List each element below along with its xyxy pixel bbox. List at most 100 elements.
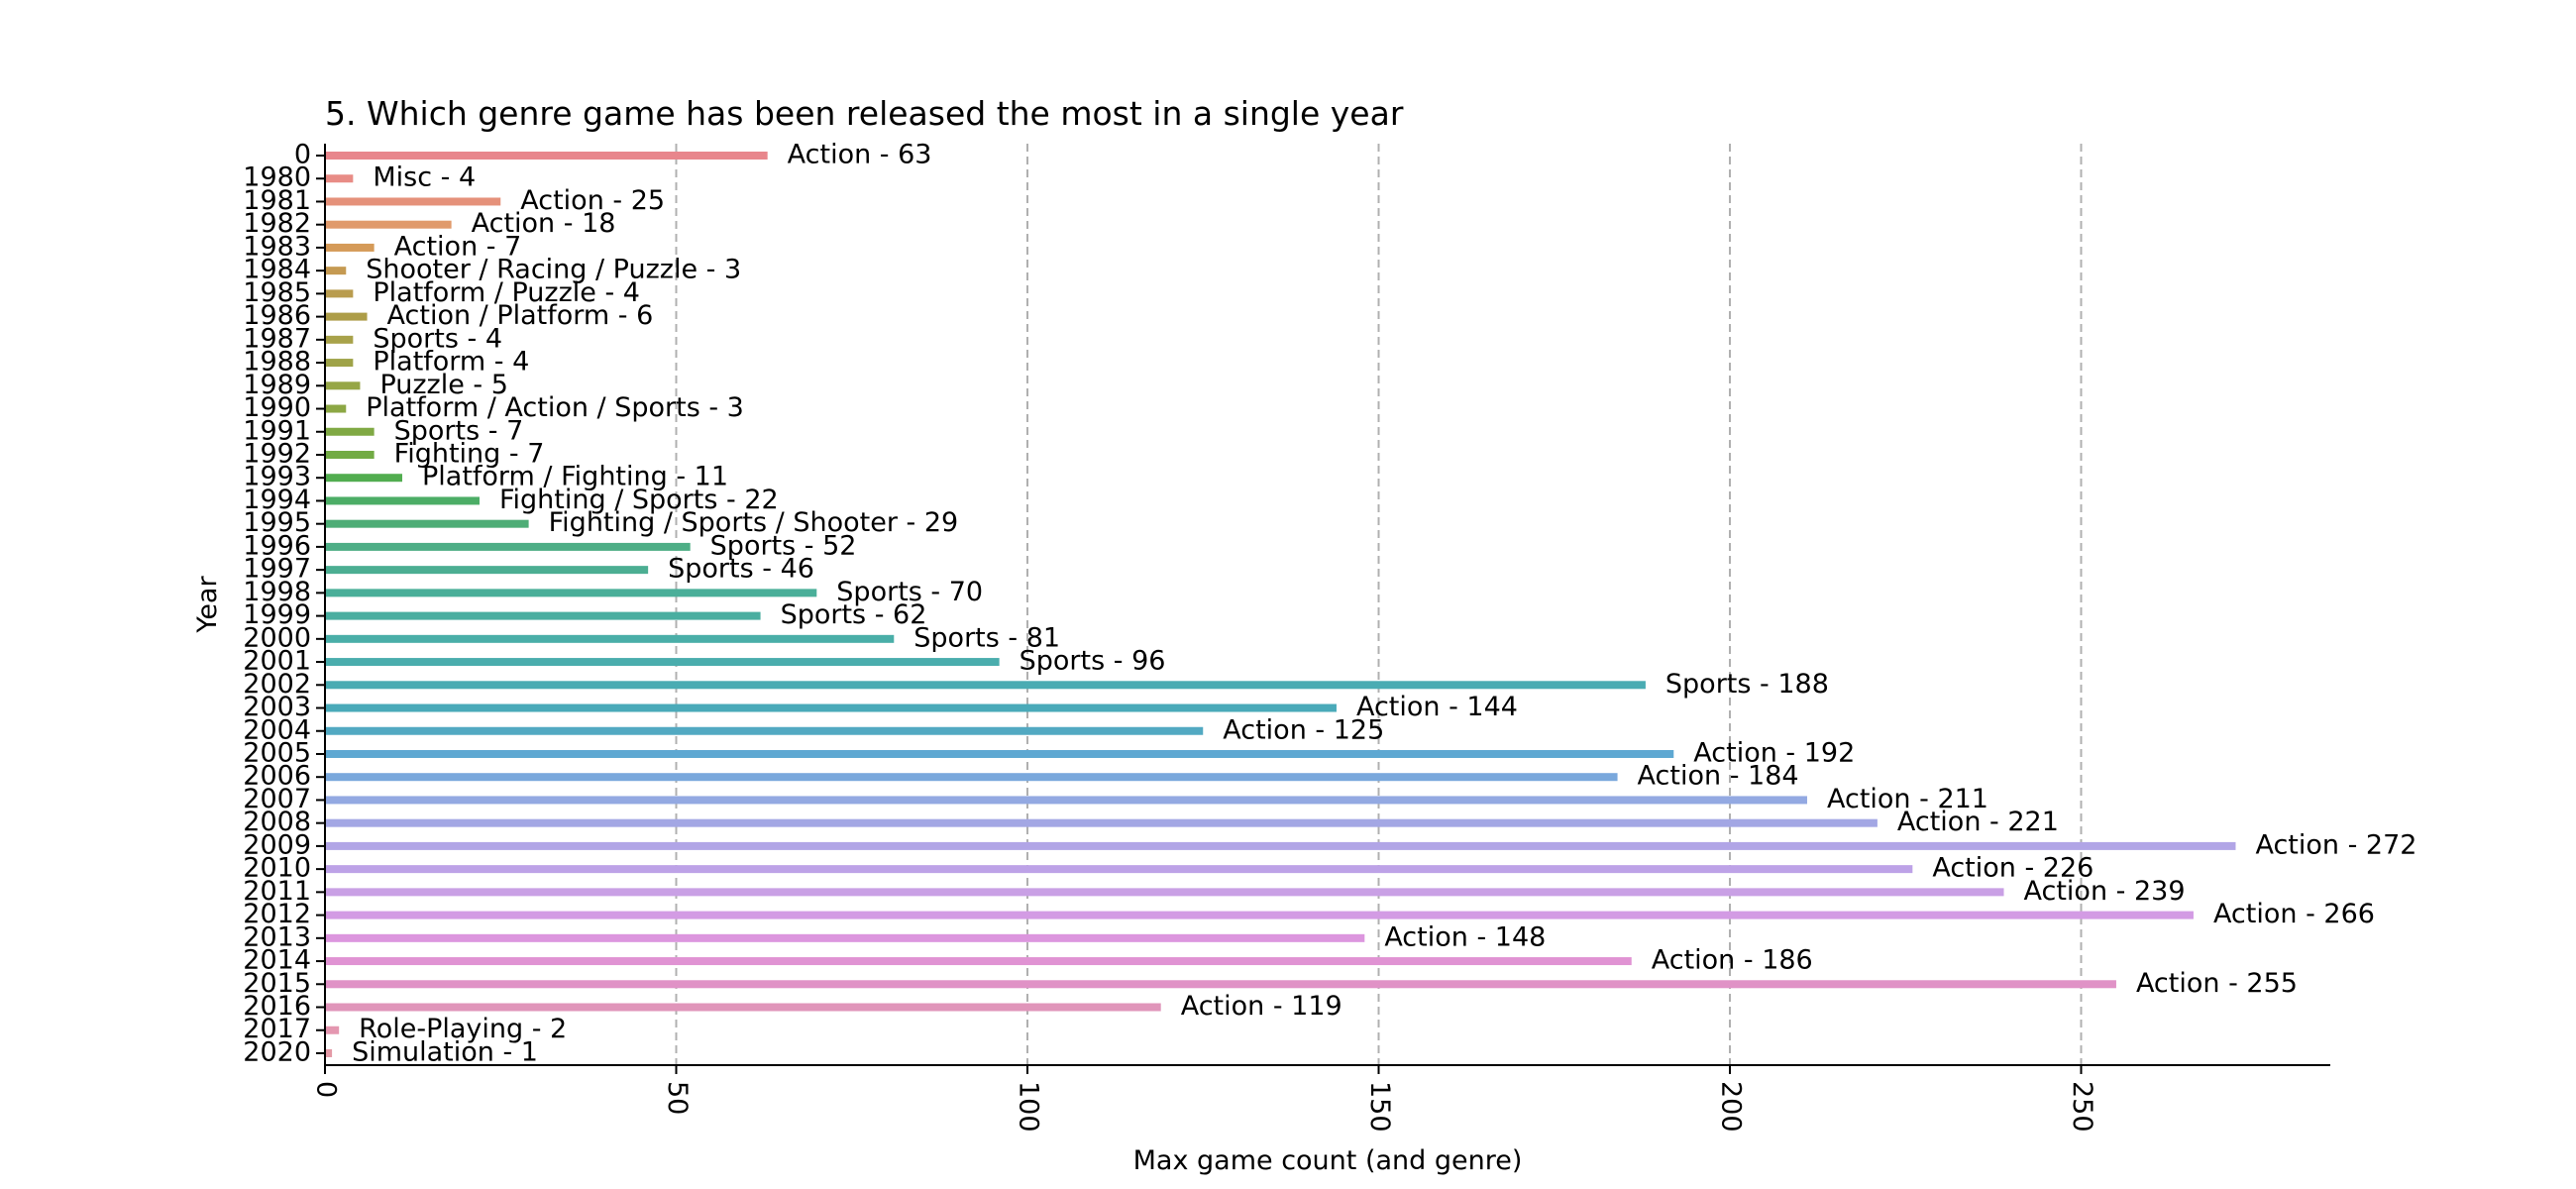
bar [325, 220, 452, 229]
bar-data-label: Fighting / Sports - 22 [499, 485, 779, 515]
bar [325, 1048, 333, 1057]
bar-data-label: Puzzle - 5 [379, 370, 507, 400]
x-tick-label: 250 [2067, 1081, 2097, 1133]
chart-title: 5. Which genre game has been released th… [325, 94, 1404, 133]
bar-data-label: Action - 239 [2024, 876, 2186, 907]
bar [325, 404, 347, 413]
y-tick-label: 2020 [243, 1036, 311, 1067]
y-tick-label: 1983 [243, 231, 311, 262]
x-axis-ticks: 0 50 100 150 200 250 [311, 1065, 2097, 1133]
bar [325, 174, 354, 183]
y-tick-label: 1981 [243, 185, 311, 216]
x-tick-label: 200 [1716, 1081, 1747, 1133]
bar-data-label: Action - 184 [1638, 761, 1799, 792]
bar-data-label: Action - 255 [2136, 968, 2298, 999]
bar-data-label: Action - 148 [1384, 921, 1546, 952]
bar [325, 888, 2004, 897]
bars [325, 152, 2236, 1057]
y-tick-label: 2008 [243, 807, 311, 837]
bar [325, 681, 1646, 690]
y-tick-label: 1999 [243, 599, 311, 630]
y-tick-label: 0 [294, 140, 311, 170]
bar-data-label: Action - 211 [1827, 784, 1988, 814]
bar [325, 773, 1618, 782]
bar-data-label: Platform / Fighting - 11 [422, 462, 728, 492]
bar-data-label: Action - 125 [1223, 714, 1384, 745]
bar [325, 1003, 1161, 1012]
bar [325, 703, 1337, 712]
y-tick-label: 1985 [243, 277, 311, 308]
bar [325, 359, 354, 368]
x-tick-label: 50 [662, 1081, 693, 1115]
y-tick-label: 1998 [243, 577, 311, 607]
bar-data-label: Sports - 70 [836, 577, 983, 607]
y-tick-label: 2001 [243, 646, 311, 677]
bar-data-label: Action - 119 [1181, 991, 1342, 1022]
x-tick-label: 0 [311, 1081, 342, 1098]
bar [325, 542, 691, 551]
y-tick-label: 2016 [243, 991, 311, 1022]
y-tick-label: 2005 [243, 737, 311, 768]
bar [325, 634, 895, 643]
bar [325, 933, 1365, 942]
bar [325, 841, 2236, 850]
y-tick-label: 2006 [243, 761, 311, 792]
bar [325, 450, 375, 459]
bar-data-label: Platform - 4 [373, 347, 529, 378]
bar-data-label: Sports - 96 [1020, 646, 1166, 677]
bar-data-label: Simulation - 1 [352, 1036, 538, 1067]
bar-data-label: Action - 192 [1693, 737, 1855, 768]
y-tick-label: 1990 [243, 392, 311, 423]
bar-data-label: Misc - 4 [373, 162, 476, 193]
bar [325, 427, 375, 436]
bar-data-label: Sports - 52 [710, 530, 857, 561]
bar-data-label: Action - 25 [520, 185, 665, 216]
y-tick-label: 1980 [243, 162, 311, 193]
y-tick-label: 1991 [243, 415, 311, 446]
bar [325, 818, 1878, 827]
bar [325, 519, 529, 528]
bar-data-label: Sports - 188 [1665, 669, 1829, 700]
bar-data-label: Sports - 4 [373, 323, 502, 354]
y-tick-label: 2003 [243, 692, 311, 722]
y-tick-label: 1992 [243, 438, 311, 469]
y-tick-label: 2010 [243, 853, 311, 884]
x-axis-label: Max game count (and genre) [1133, 1145, 1523, 1176]
bar [325, 566, 649, 575]
bar-data-label: Action - 63 [788, 140, 932, 170]
bar [325, 865, 1913, 874]
y-tick-label: 2013 [243, 921, 311, 952]
bar [325, 197, 501, 206]
bar-data-label: Sports - 62 [781, 599, 927, 630]
bar-data-label: Action - 18 [472, 208, 616, 239]
x-tick-label: 150 [1364, 1081, 1395, 1133]
y-tick-label: 1989 [243, 370, 311, 400]
y-tick-label: 2015 [243, 968, 311, 999]
bar-data-label: Sports - 81 [913, 622, 1060, 653]
y-tick-label: 1993 [243, 462, 311, 492]
bar [325, 312, 368, 321]
bar-data-label: Action - 226 [1932, 853, 2093, 884]
bar [325, 658, 1000, 667]
bar-data-label: Action - 186 [1652, 945, 1813, 976]
y-tick-label: 2017 [243, 1014, 311, 1044]
y-tick-label: 2014 [243, 945, 311, 976]
bar-data-label: Sports - 46 [668, 554, 814, 585]
y-tick-label: 2009 [243, 829, 311, 860]
bar [325, 474, 402, 483]
y-tick-label: 1984 [243, 255, 311, 285]
y-tick-label: 2004 [243, 714, 311, 745]
y-tick-label: 2007 [243, 784, 311, 814]
y-tick-label: 1996 [243, 530, 311, 561]
y-tick-label: 1982 [243, 208, 311, 239]
y-axis-ticks: 0198019811982198319841985198619871988198… [243, 140, 325, 1067]
bar [325, 796, 1807, 805]
y-tick-label: 1994 [243, 485, 311, 515]
bar [325, 289, 354, 298]
bar [325, 335, 354, 344]
bar-data-label: Platform / Puzzle - 4 [373, 277, 640, 308]
bar-data-label: Shooter / Racing / Puzzle - 3 [366, 255, 741, 285]
bar [325, 957, 1632, 966]
y-tick-label: 1987 [243, 323, 311, 354]
